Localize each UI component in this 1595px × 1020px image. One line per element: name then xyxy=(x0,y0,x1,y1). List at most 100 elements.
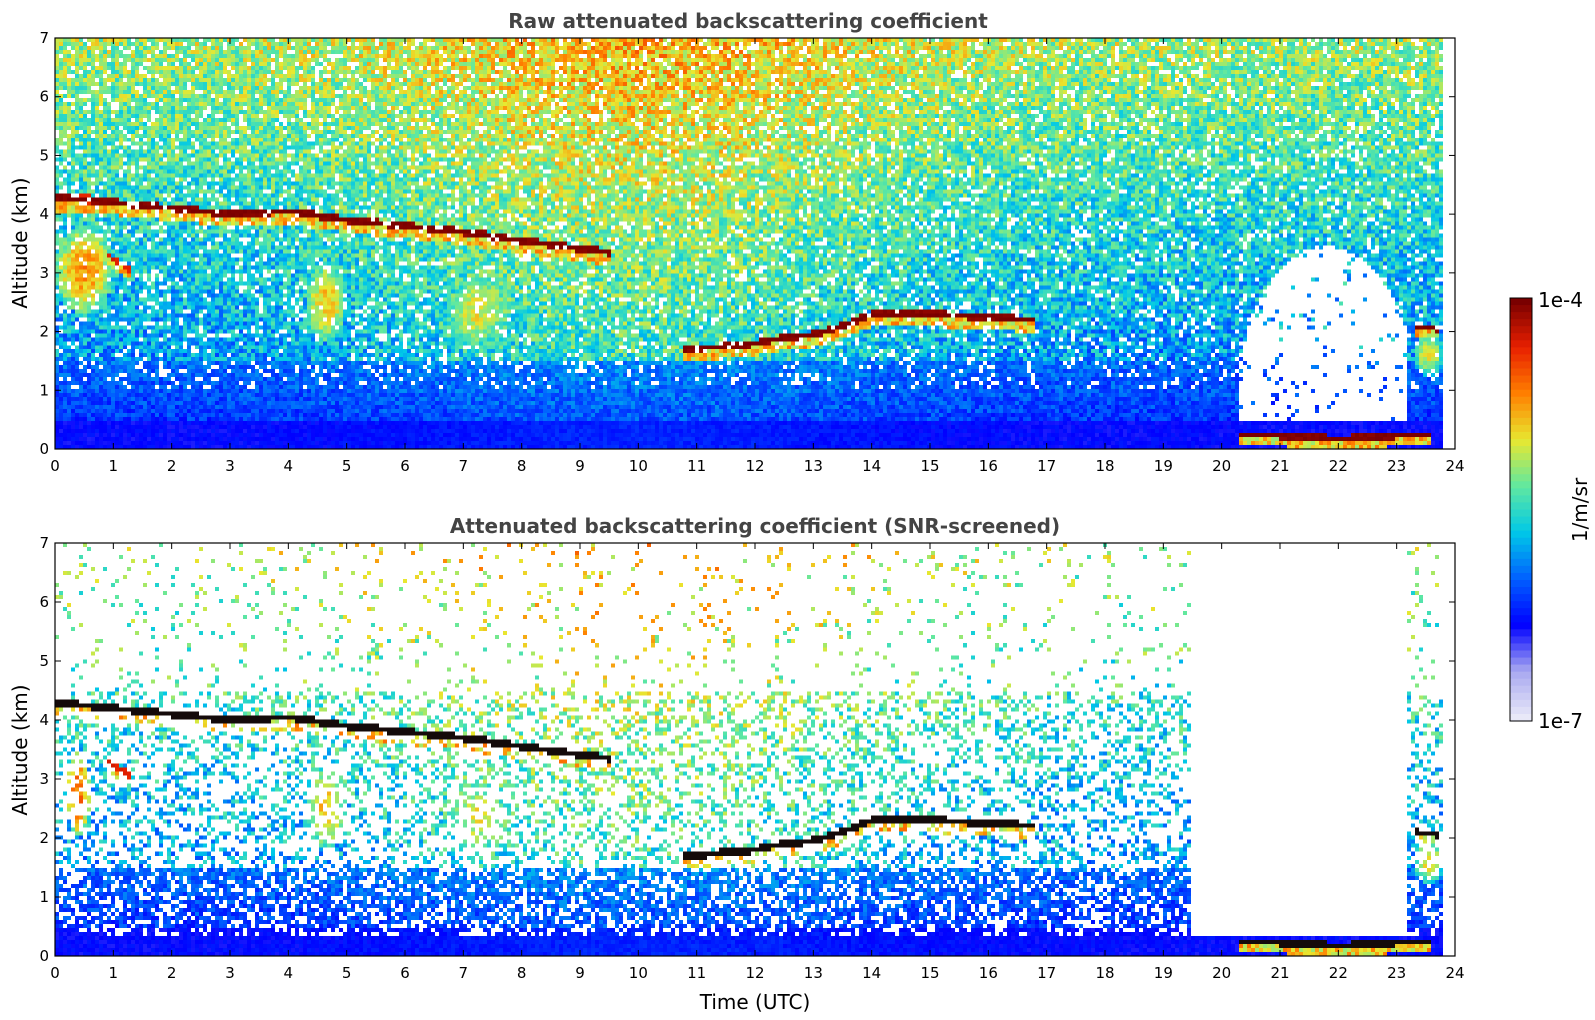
colorbar-segment xyxy=(1510,643,1532,652)
x-tick-label: 16 xyxy=(979,457,998,475)
colorbar-segment xyxy=(1510,629,1532,637)
panel-screened-ticks: 0 1 2 3 4 5 6 7 8 9 10 11 12 13 14 15 16 17 18 19 20 21 22 23 24… xyxy=(39,534,1464,982)
x-tick-label: 1 xyxy=(109,964,119,982)
y-tick-label: 3 xyxy=(39,770,49,788)
panel-screened-xlabel: Time (UTC) xyxy=(699,990,811,1014)
colorbar-segment xyxy=(1510,424,1532,433)
colorbar-segment xyxy=(1510,446,1532,454)
colorbar-segment xyxy=(1510,347,1532,355)
colorbar-segment xyxy=(1510,530,1532,539)
colorbar-segment xyxy=(1510,431,1532,440)
y-tick-label: 1 xyxy=(39,888,49,906)
colorbar-segment xyxy=(1510,516,1532,525)
x-tick-label: 19 xyxy=(1154,964,1173,982)
panel-screened: Attenuated backscattering coefficient (S… xyxy=(8,514,1465,1014)
colorbar-segment xyxy=(1510,319,1532,327)
y-tick-label: 5 xyxy=(39,146,49,164)
colorbar-segment xyxy=(1510,375,1532,384)
colorbar-segment xyxy=(1510,488,1532,496)
colorbar-segment xyxy=(1510,713,1532,722)
x-tick-label: 10 xyxy=(629,457,648,475)
colorbar-segment xyxy=(1510,312,1532,320)
colorbar-segment xyxy=(1510,608,1532,616)
colorbar-segment xyxy=(1510,481,1532,489)
colorbar-segment xyxy=(1510,460,1532,468)
x-tick-label: 2 xyxy=(167,964,177,982)
y-tick-label: 5 xyxy=(39,652,49,670)
x-tick-label: 5 xyxy=(342,964,352,982)
colorbar-segment xyxy=(1510,678,1532,687)
y-tick-label: 6 xyxy=(39,88,49,106)
x-tick-label: 0 xyxy=(50,457,60,475)
x-tick-label: 9 xyxy=(575,964,585,982)
colorbar-segment xyxy=(1510,354,1532,363)
x-tick-label: 10 xyxy=(629,964,648,982)
colorbar-segment xyxy=(1510,636,1532,645)
x-tick-label: 15 xyxy=(920,457,939,475)
colorbar-segment xyxy=(1510,699,1532,708)
colorbar-segment xyxy=(1510,551,1532,560)
colorbar-segment xyxy=(1510,580,1532,588)
colorbar-segment xyxy=(1510,340,1532,348)
y-tick-label: 7 xyxy=(39,29,49,47)
x-tick-label: 13 xyxy=(804,964,823,982)
panel-screened-title: Attenuated backscattering coefficient (S… xyxy=(450,514,1060,538)
x-tick-label: 3 xyxy=(225,457,235,475)
colorbar-segment xyxy=(1510,558,1532,567)
x-tick-label: 8 xyxy=(517,457,527,475)
x-tick-label: 4 xyxy=(284,457,294,475)
y-tick-label: 6 xyxy=(39,593,49,611)
panel-raw: Raw attenuated backscattering coefficien… xyxy=(8,9,1465,475)
colorbar-segment xyxy=(1510,439,1532,447)
panel-raw-ylabel: Altitude (km) xyxy=(8,177,32,308)
colorbar-segment xyxy=(1510,410,1532,419)
x-tick-label: 22 xyxy=(1329,964,1348,982)
x-tick-label: 13 xyxy=(804,457,823,475)
colorbar-segment xyxy=(1510,601,1532,609)
y-tick-label: 3 xyxy=(39,264,49,282)
colorbar-frame xyxy=(1509,297,1533,722)
x-tick-label: 7 xyxy=(459,457,469,475)
colorbar-segment xyxy=(1510,509,1532,518)
x-tick-label: 9 xyxy=(575,457,585,475)
y-tick-label: 4 xyxy=(39,205,49,223)
x-tick-label: 24 xyxy=(1445,457,1464,475)
colorbar-segment xyxy=(1510,544,1532,553)
x-tick-label: 6 xyxy=(400,457,410,475)
colorbar-segment xyxy=(1510,305,1532,313)
colorbar: 1e-4 1e-7 1/m/sr xyxy=(1509,288,1592,733)
panel-raw-ticks: 0 1 2 3 4 5 6 7 8 9 10 11 12 13 14 15 16 17 18 19 20 21 22 23 24… xyxy=(39,29,1464,475)
x-tick-label: 20 xyxy=(1212,457,1231,475)
colorbar-segment xyxy=(1510,368,1532,377)
panel-raw-heatmap xyxy=(55,38,1455,449)
colorbar-segment xyxy=(1510,333,1532,341)
panel-screened-heatmap xyxy=(55,543,1455,956)
x-tick-label: 8 xyxy=(517,964,527,982)
x-tick-label: 15 xyxy=(920,964,939,982)
colorbar-segment xyxy=(1510,615,1532,623)
x-tick-label: 21 xyxy=(1270,457,1289,475)
x-tick-label: 12 xyxy=(745,457,764,475)
x-tick-label: 1 xyxy=(109,457,119,475)
panel-raw-title: Raw attenuated backscattering coefficien… xyxy=(508,9,988,33)
colorbar-max-label: 1e-4 xyxy=(1538,288,1583,312)
x-tick-label: 24 xyxy=(1445,964,1464,982)
y-tick-label: 2 xyxy=(39,829,49,847)
colorbar-segment xyxy=(1510,537,1532,546)
x-tick-label: 18 xyxy=(1095,964,1114,982)
colorbar-segment xyxy=(1510,389,1532,398)
x-tick-label: 14 xyxy=(862,964,881,982)
y-tick-label: 1 xyxy=(39,381,49,399)
y-tick-label: 0 xyxy=(39,440,49,458)
y-tick-label: 2 xyxy=(39,323,49,341)
colorbar-segment xyxy=(1510,502,1532,511)
colorbar-segment xyxy=(1510,298,1532,306)
colorbar-segment xyxy=(1510,664,1532,673)
x-tick-label: 0 xyxy=(50,964,60,982)
heatmap-image-0 xyxy=(55,38,1455,449)
x-tick-label: 21 xyxy=(1270,964,1289,982)
colorbar-segment xyxy=(1510,572,1532,581)
x-tick-label: 2 xyxy=(167,457,177,475)
colorbar-segment xyxy=(1510,587,1532,595)
colorbar-segment xyxy=(1510,650,1532,659)
